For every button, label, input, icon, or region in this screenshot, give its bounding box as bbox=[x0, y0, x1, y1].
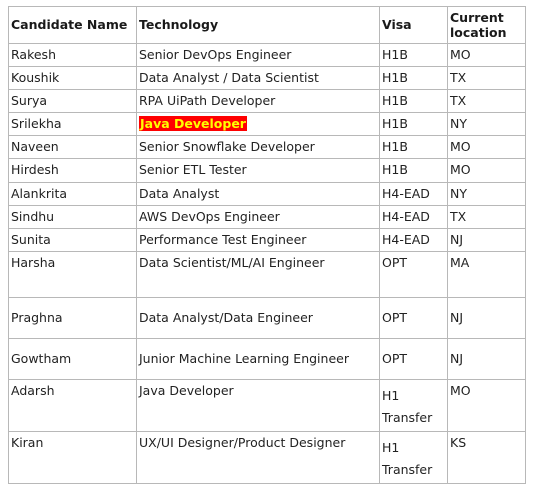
cell-technology: Senior Snowflake Developer bbox=[136, 135, 380, 159]
cell-location: NJ bbox=[447, 338, 526, 380]
cell-location: MO bbox=[447, 135, 526, 159]
cell-technology: Junior Machine Learning Engineer bbox=[136, 338, 380, 380]
cell-name: Surya bbox=[8, 89, 137, 113]
cell-technology: Data Scientist/ML/AI Engineer bbox=[136, 251, 380, 298]
cell-location: TX bbox=[447, 66, 526, 90]
header-visa: Visa bbox=[379, 6, 448, 44]
cell-technology: AWS DevOps Engineer bbox=[136, 205, 380, 229]
cell-name: Hirdesh bbox=[8, 158, 137, 183]
cell-name: Naveen bbox=[8, 135, 137, 159]
table-row: Naveen Senior Snowflake Developer H1B MO bbox=[8, 135, 526, 159]
cell-name: Rakesh bbox=[8, 43, 137, 67]
table-row: Srilekha Java Developer H1B NY bbox=[8, 112, 526, 136]
table-row: Koushik Data Analyst / Data Scientist H1… bbox=[8, 66, 526, 90]
cell-location: KS bbox=[447, 431, 526, 484]
table-row: Surya RPA UiPath Developer H1B TX bbox=[8, 89, 526, 113]
cell-location: NY bbox=[447, 182, 526, 206]
cell-visa: H4-EAD bbox=[379, 205, 448, 229]
header-candidate-name: Candidate Name bbox=[8, 6, 137, 44]
cell-name: Adarsh bbox=[8, 379, 137, 432]
cell-name: Koushik bbox=[8, 66, 137, 90]
cell-technology: Data Analyst/Data Engineer bbox=[136, 297, 380, 339]
table-row: Sindhu AWS DevOps Engineer H4-EAD TX bbox=[8, 205, 526, 229]
cell-visa: H1B bbox=[379, 112, 448, 136]
cell-technology: RPA UiPath Developer bbox=[136, 89, 380, 113]
cell-location: NY bbox=[447, 112, 526, 136]
cell-name: Srilekha bbox=[8, 112, 137, 136]
candidate-table: Candidate Name Technology Visa Current l… bbox=[8, 6, 526, 484]
cell-name: Gowtham bbox=[8, 338, 137, 380]
cell-visa: OPT bbox=[379, 338, 448, 380]
cell-name: Harsha bbox=[8, 251, 137, 298]
cell-technology: Java Developer bbox=[136, 112, 380, 136]
cell-technology: Senior ETL Tester bbox=[136, 158, 380, 183]
cell-name: Kiran bbox=[8, 431, 137, 484]
cell-location: NJ bbox=[447, 297, 526, 339]
table-row: Hirdesh Senior ETL Tester H1B MO bbox=[8, 158, 526, 183]
cell-location: MO bbox=[447, 43, 526, 67]
header-row: Candidate Name Technology Visa Current l… bbox=[8, 6, 526, 44]
cell-visa: H1B bbox=[379, 43, 448, 67]
cell-visa: H4-EAD bbox=[379, 228, 448, 252]
cell-technology: Senior DevOps Engineer bbox=[136, 43, 380, 67]
cell-technology: Data Analyst / Data Scientist bbox=[136, 66, 380, 90]
cell-visa: H1 Transfer bbox=[379, 379, 448, 432]
table-row: Rakesh Senior DevOps Engineer H1B MO bbox=[8, 43, 526, 67]
cell-visa: H1B bbox=[379, 158, 448, 183]
cell-location: MO bbox=[447, 379, 526, 432]
table-row: Gowtham Junior Machine Learning Engineer… bbox=[8, 338, 526, 380]
header-technology: Technology bbox=[136, 6, 380, 44]
cell-visa: H1B bbox=[379, 135, 448, 159]
cell-visa: OPT bbox=[379, 297, 448, 339]
cell-location: TX bbox=[447, 205, 526, 229]
cell-location: NJ bbox=[447, 228, 526, 252]
cell-name: Praghna bbox=[8, 297, 137, 339]
cell-visa: OPT bbox=[379, 251, 448, 298]
table-row: Adarsh Java Developer H1 Transfer MO bbox=[8, 379, 526, 432]
table-row: Alankrita Data Analyst H4-EAD NY bbox=[8, 182, 526, 206]
table-row: Kiran UX/UI Designer/Product Designer H1… bbox=[8, 431, 526, 484]
cell-visa: H4-EAD bbox=[379, 182, 448, 206]
cell-name: Sunita bbox=[8, 228, 137, 252]
cell-location: TX bbox=[447, 89, 526, 113]
cell-location: MO bbox=[447, 158, 526, 183]
cell-technology: Performance Test Engineer bbox=[136, 228, 380, 252]
cell-visa: H1B bbox=[379, 89, 448, 113]
cell-name: Sindhu bbox=[8, 205, 137, 229]
table-row: Praghna Data Analyst/Data Engineer OPT N… bbox=[8, 297, 526, 339]
header-current-location: Current location bbox=[447, 6, 526, 44]
cell-technology: Java Developer bbox=[136, 379, 380, 432]
table-row: Harsha Data Scientist/ML/AI Engineer OPT… bbox=[8, 251, 526, 298]
cell-technology: Data Analyst bbox=[136, 182, 380, 206]
cell-visa: H1B bbox=[379, 66, 448, 90]
cell-location: MA bbox=[447, 251, 526, 298]
cell-technology: UX/UI Designer/Product Designer bbox=[136, 431, 380, 484]
highlighted-technology: Java Developer bbox=[139, 115, 247, 131]
cell-visa: H1 Transfer bbox=[379, 431, 448, 484]
table-row: Sunita Performance Test Engineer H4-EAD … bbox=[8, 228, 526, 252]
cell-name: Alankrita bbox=[8, 182, 137, 206]
